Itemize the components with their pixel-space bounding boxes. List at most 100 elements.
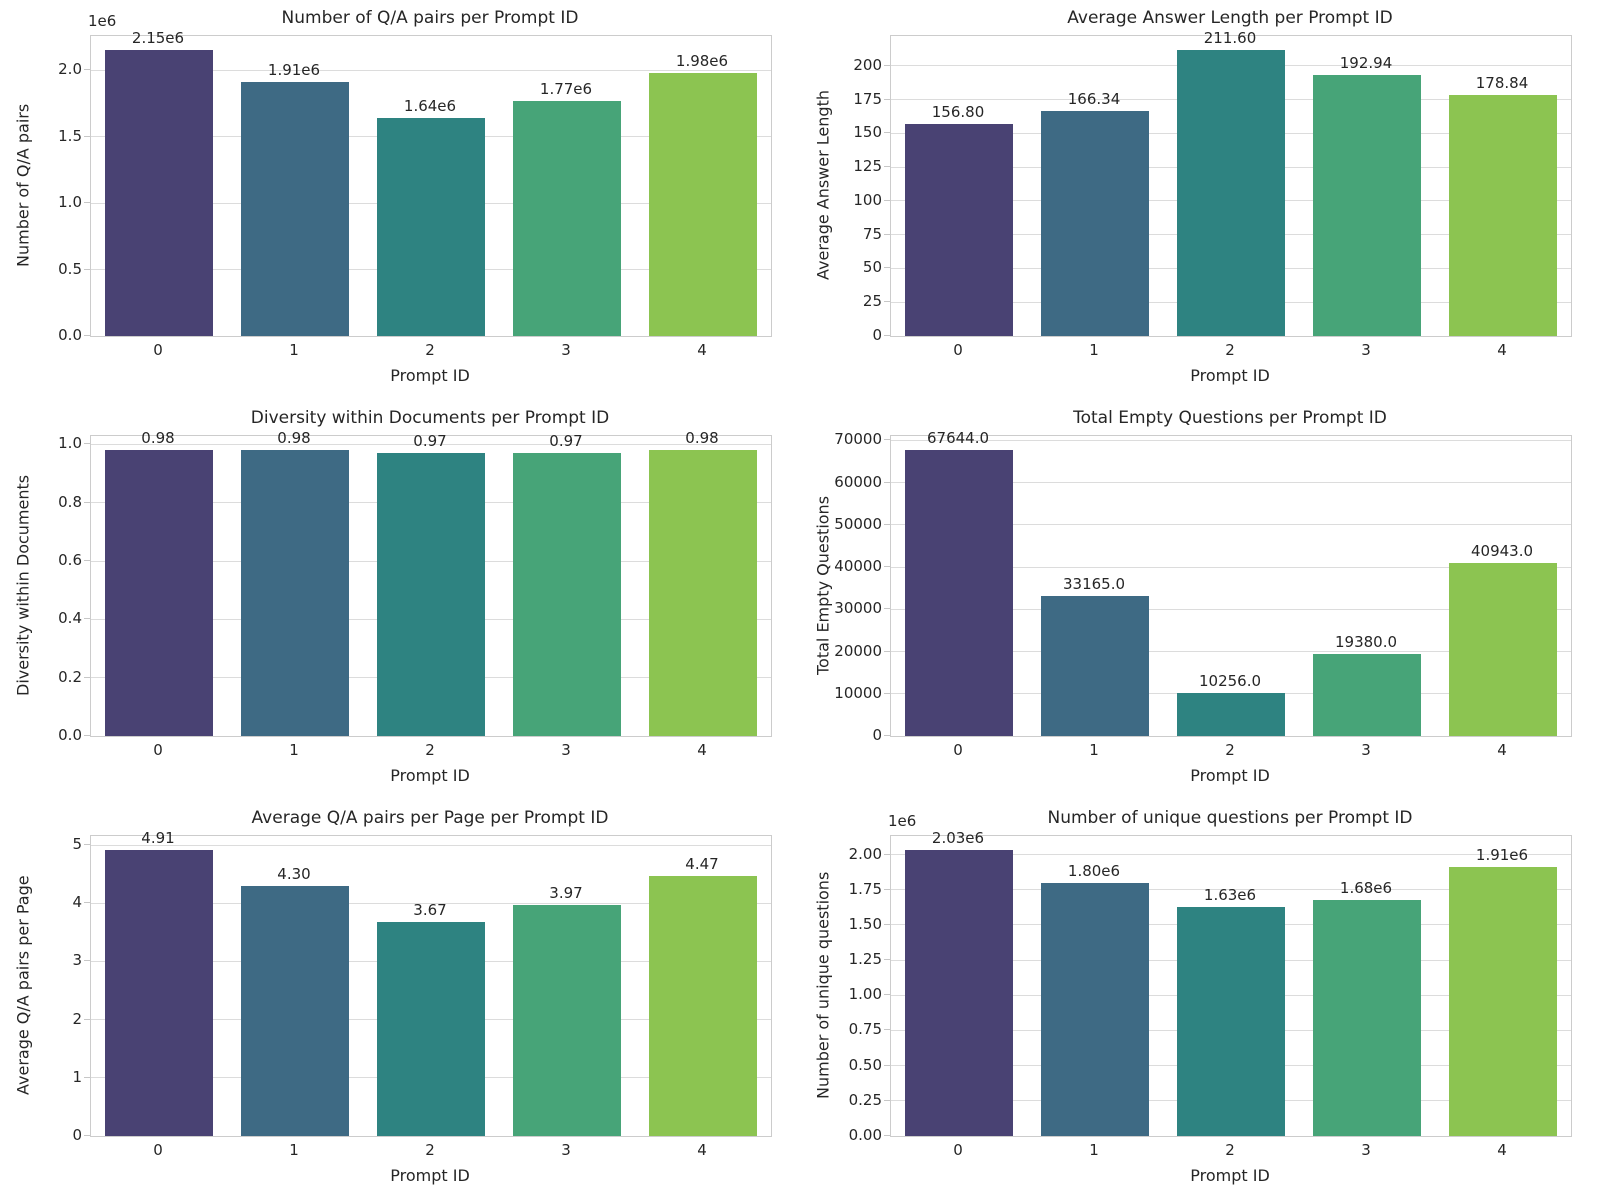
chart-title: Average Answer Length per Prompt ID [1067,8,1393,28]
y-tick-mark [884,959,890,961]
bar-value-label: 1.80e6 [1067,861,1121,880]
chart-panel-1: Number of Q/A pairs per Prompt ID Number … [0,0,800,400]
y-tick-label: 0.0 [58,326,82,344]
y-tick-label: 1.75 [848,879,882,898]
x-tick-label: 2 [425,1141,435,1159]
bar-value-label: 4.30 [277,864,311,883]
x-tick-label: 4 [1497,741,1507,759]
x-tick-label: 3 [1361,1141,1371,1159]
chart-title: Average Q/A pairs per Page per Prompt ID [251,808,609,828]
chart-title: Diversity within Documents per Prompt ID [250,408,610,428]
y-axis-label: Diversity within Documents [13,474,33,696]
x-tick-label: 4 [1497,341,1507,359]
bar-prompt-1 [240,82,350,336]
bar-prompt-0 [904,124,1014,336]
y-tick-label: 1.0 [58,434,82,453]
y-tick-label: 125 [853,157,882,176]
bar-value-label: 1.64e6 [403,97,457,116]
y-tick-label: 2.0 [58,60,82,79]
y-tick-label: 60000 [834,472,882,491]
gridline [891,608,1571,610]
bar-prompt-1 [1040,882,1150,1136]
x-axis-label: Prompt ID [390,366,470,385]
y-tick-label: 0.8 [58,492,82,511]
x-tick-label: 1 [289,741,299,759]
plot-area [90,435,772,737]
bar-prompt-3 [1312,654,1422,736]
y-tick-mark [84,676,90,678]
bar-prompt-1 [240,885,350,1136]
y-tick-label: 70000 [834,430,882,449]
y-tick-mark [84,69,90,71]
bar-prompt-2 [1176,50,1286,336]
bar-prompt-0 [904,850,1014,1136]
bar-value-label: 33165.0 [1062,574,1126,593]
plot-area [890,835,1572,1137]
bar-prompt-4 [1448,94,1558,336]
y-tick-mark [84,135,90,137]
plot-area [890,35,1572,337]
y-tick-label: 0.2 [58,667,82,686]
bar-value-label: 2.03e6 [931,829,985,848]
bar-value-label: 0.97 [413,432,447,451]
y-axis-label: Average Answer Length [813,90,833,280]
bar-value-label: 40943.0 [1470,542,1534,561]
bar-value-label: 10256.0 [1198,671,1262,690]
bar-prompt-0 [104,850,214,1136]
y-tick-label: 40000 [834,557,882,576]
gridline [891,651,1571,653]
y-tick-label: 5 [72,835,82,854]
bar-value-label: 192.94 [1339,54,1393,73]
x-tick-label: 0 [153,341,163,359]
y-tick-mark [884,566,890,568]
x-tick-label: 1 [1089,1141,1099,1159]
gridline [91,844,771,846]
y-tick-label: 0.75 [848,1020,882,1039]
bar-value-label: 178.84 [1475,73,1529,92]
bar-prompt-3 [1312,75,1422,336]
chart-panel-3: Diversity within Documents per Prompt ID… [0,400,800,800]
y-tick-mark [884,523,890,525]
y-tick-mark [84,560,90,562]
bar-value-label: 1.98e6 [675,51,729,70]
y-tick-label: 200 [853,55,882,74]
bar-prompt-1 [1040,595,1150,736]
y-tick-mark [884,608,890,610]
y-tick-mark [884,853,890,855]
y-tick-mark [84,960,90,962]
bar-prompt-0 [104,450,214,736]
y-tick-label: 2 [72,1009,82,1028]
bar-value-label: 4.47 [685,854,719,873]
y-tick-label: 1.0 [58,193,82,212]
gridline [891,566,1571,568]
x-tick-label: 1 [1089,341,1099,359]
x-tick-label: 3 [1361,341,1371,359]
bar-value-label: 0.97 [549,432,583,451]
x-tick-label: 1 [289,341,299,359]
x-tick-label: 1 [1089,741,1099,759]
y-tick-mark [84,902,90,904]
y-axis-label: Average Q/A pairs per Page [13,875,33,1095]
y-tick-mark [884,267,890,269]
y-tick-mark [84,735,90,736]
y-tick-mark [884,439,890,441]
bar-prompt-4 [648,72,758,336]
y-tick-label: 1.00 [848,985,882,1004]
x-axis-label: Prompt ID [1190,366,1270,385]
bar-value-label: 166.34 [1067,90,1121,109]
bar-prompt-1 [1040,111,1150,336]
y-tick-mark [84,1135,90,1136]
y-tick-label: 100 [853,190,882,209]
y-tick-mark [84,202,90,204]
y-tick-mark [884,233,890,235]
bar-value-label: 1.91e6 [267,61,321,80]
y-tick-label: 0.50 [848,1055,882,1074]
chart-panel-2: Average Answer Length per Prompt ID Avera… [800,0,1600,400]
y-tick-label: 0.4 [58,609,82,628]
y-tick-label: 4 [72,893,82,912]
bar-value-label: 1.68e6 [1339,878,1393,897]
y-tick-mark [84,443,90,445]
y-tick-mark [884,1029,890,1031]
x-tick-label: 2 [1225,1141,1235,1159]
y-tick-label: 1.50 [848,914,882,933]
